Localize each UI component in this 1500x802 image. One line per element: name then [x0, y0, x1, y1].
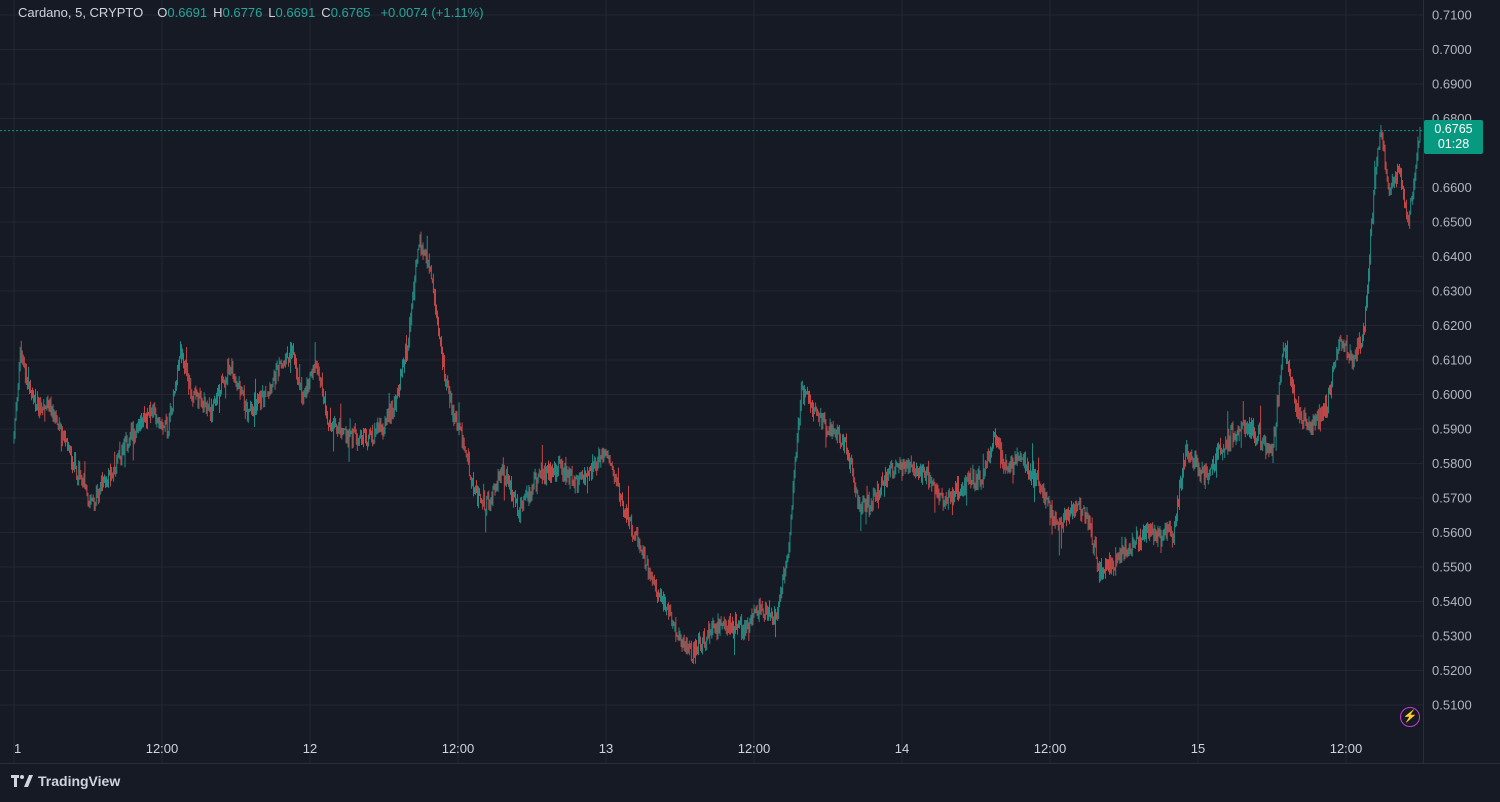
price-tick-label: 0.6100: [1432, 353, 1472, 368]
chart-footer: TradingView: [0, 764, 1500, 802]
price-tick-label: 0.5600: [1432, 525, 1472, 540]
price-tick-label: 0.5500: [1432, 560, 1472, 575]
time-tick-label: 13: [599, 741, 613, 756]
symbol-legend: Cardano, 5, CRYPTO O 0.6691 H 0.6776 L 0.66…: [18, 5, 484, 20]
price-tick-label: 0.6300: [1432, 284, 1472, 299]
price-tick-label: 0.6600: [1432, 180, 1472, 195]
price-tick-label: 0.5800: [1432, 456, 1472, 471]
high-label: H: [213, 5, 223, 20]
time-tick-label: 12: [303, 741, 317, 756]
open-value: 0.6691: [167, 5, 208, 20]
open-label: O: [157, 5, 168, 20]
price-tick-label: 0.6200: [1432, 318, 1472, 333]
price-axis[interactable]: 0.71000.70000.69000.68000.66000.65000.64…: [1432, 8, 1472, 713]
low-value: 0.6691: [275, 5, 316, 20]
price-tick-label: 0.5700: [1432, 491, 1472, 506]
symbol-title[interactable]: Cardano, 5, CRYPTO: [18, 5, 144, 20]
low-label: L: [268, 5, 276, 20]
lightning-icon[interactable]: ⚡: [1400, 707, 1420, 727]
last-price-badge: 0.6765 01:28: [1424, 120, 1483, 154]
tradingview-logo-icon: [11, 775, 33, 787]
bar-countdown: 01:28: [1437, 137, 1470, 151]
last-price-value: 0.6765: [1434, 122, 1473, 136]
tradingview-logo[interactable]: TradingView: [11, 773, 120, 789]
change-value: +0.0074 (+1.11%): [380, 5, 484, 20]
price-tick-label: 0.5400: [1432, 594, 1472, 609]
close-value: 0.6765: [330, 5, 371, 20]
price-tick-label: 0.5900: [1432, 422, 1472, 437]
time-tick-label: 14: [895, 741, 909, 756]
price-tick-label: 0.5100: [1432, 698, 1472, 713]
close-label: C: [321, 5, 331, 20]
price-tick-label: 0.5200: [1432, 663, 1472, 678]
price-tick-label: 0.6500: [1432, 215, 1472, 230]
brand-name: TradingView: [38, 773, 121, 789]
time-tick-label: 1: [14, 741, 21, 756]
price-tick-label: 0.6000: [1432, 387, 1472, 402]
time-tick-label: 12:00: [146, 741, 179, 756]
price-tick-label: 0.7000: [1432, 42, 1472, 57]
price-tick-label: 0.7100: [1432, 8, 1472, 23]
time-axis[interactable]: 1 12:00 12 12:00 13 12:00 14 12:00 15 12:00: [14, 741, 1362, 756]
time-tick-label: 12:00: [1034, 741, 1067, 756]
time-tick-label: 12:00: [1330, 741, 1363, 756]
candles: [13, 124, 1421, 665]
high-value: 0.6776: [222, 5, 263, 20]
price-tick-label: 0.6400: [1432, 249, 1472, 264]
price-tick-label: 0.6900: [1432, 77, 1472, 92]
price-tick-label: 0.5300: [1432, 629, 1472, 644]
time-tick-label: 12:00: [442, 741, 475, 756]
time-tick-label: 12:00: [738, 741, 771, 756]
time-tick-label: 15: [1191, 741, 1205, 756]
